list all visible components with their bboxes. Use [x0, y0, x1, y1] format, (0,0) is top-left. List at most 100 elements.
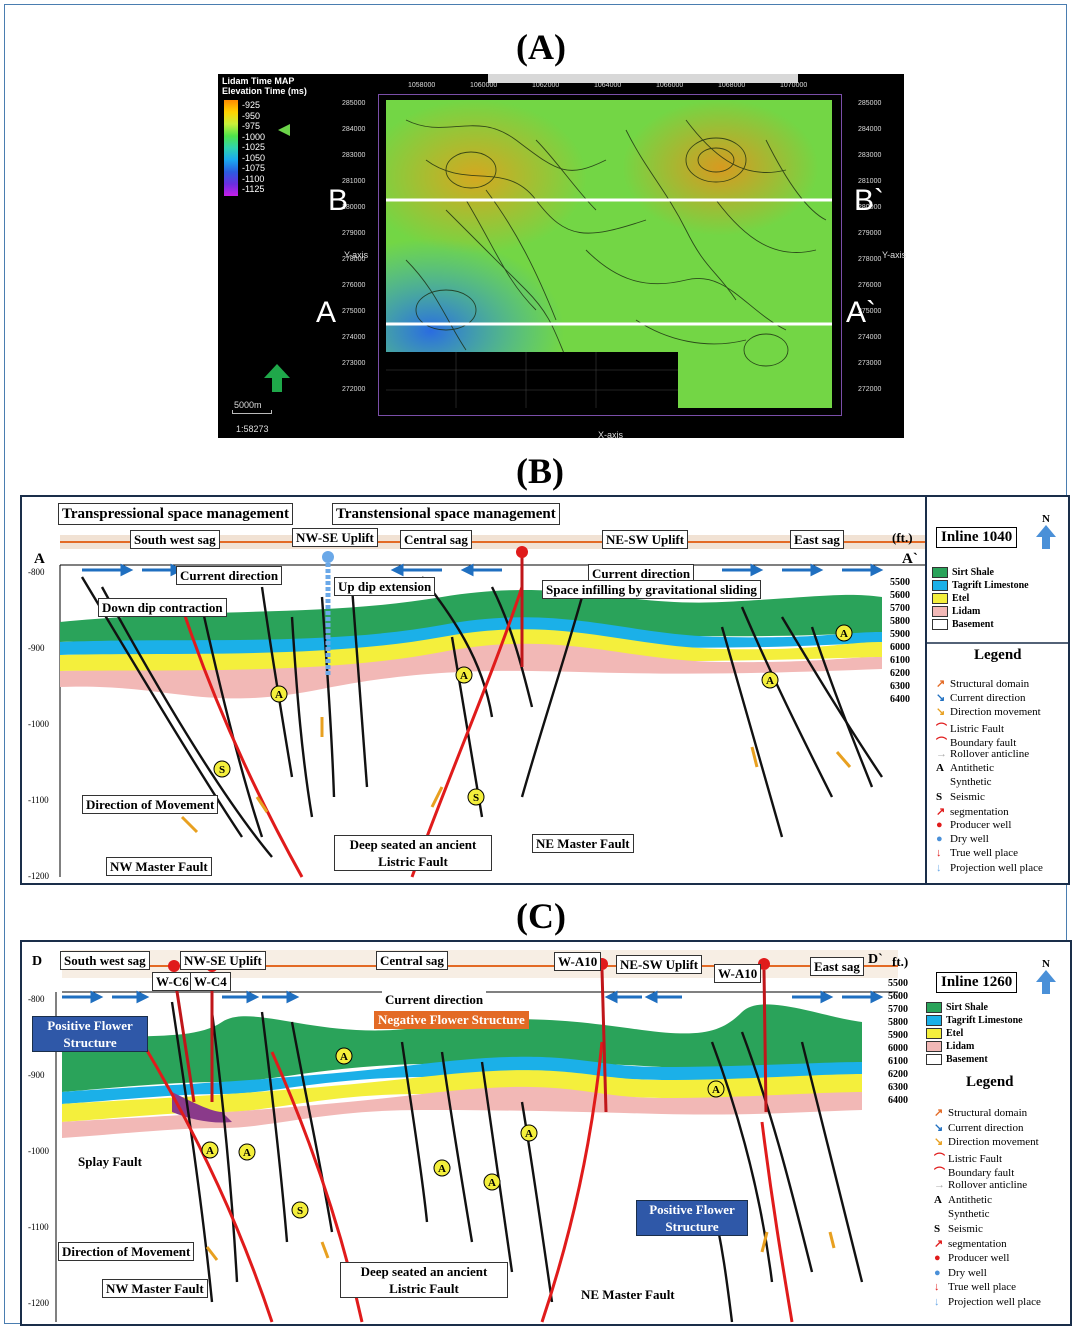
svg-text:A: A [438, 1163, 446, 1175]
layer-swatch [932, 593, 948, 605]
legend-item: ● Dry well [934, 1267, 987, 1279]
inline-label: Inline 1260 [936, 972, 1018, 993]
panel-b-label: (B) [516, 451, 564, 491]
legend-symbol-icon: ↗ [936, 805, 946, 818]
colorbar-label: -1000 [242, 131, 266, 142]
y-axis-label: Y-axis [344, 250, 369, 260]
legend-label: Antithetic [948, 1193, 992, 1206]
colorbar-label: -975 [242, 121, 261, 131]
y-tick-label: 276000 [342, 282, 366, 289]
depth-label: 5900 [888, 1030, 908, 1041]
legend-label: Dry well [950, 833, 989, 846]
map-toolbar[interactable] [488, 74, 798, 83]
legend-label: Direction movement [948, 1136, 1039, 1149]
legend-symbol-icon: ↘ [936, 706, 946, 719]
annot-nw-master-fault: NW Master Fault [106, 857, 212, 876]
section-c-plot: A A A A A A A S [55, 950, 898, 1323]
colorbar-label: -1025 [242, 142, 266, 152]
annot-deep-seated-fault: Deep seated an ancient Listric Fault [334, 835, 492, 871]
domain-nw-se-uplift: NW-SE Uplift [292, 528, 378, 547]
contour-map [386, 100, 832, 408]
annot-direction-of-movement: Direction of Movement [82, 795, 219, 814]
depth-label: 6400 [888, 1095, 908, 1106]
layer-legend-label: Basement [946, 1054, 988, 1065]
x-tick-label: 1070000 [780, 82, 808, 89]
colorbar-label: -950 [242, 110, 261, 121]
y-tick-label: 284000 [342, 126, 366, 133]
well-w-a10-1: W-A10 [554, 952, 602, 971]
legend-item: ↓ Projection well place [934, 1296, 1041, 1308]
depth-label: 6300 [888, 1082, 908, 1093]
layer-legend-item: Sirt Shale [926, 1002, 988, 1014]
legend-item: ↘ Current direction [934, 1121, 1023, 1134]
annot-up-dip-extension: Up dip extension [334, 577, 436, 596]
depth-label: 6200 [888, 1069, 908, 1080]
legend-item: ⌒ Boundary fault [936, 734, 1016, 750]
annot-current-direction-2: Current direction [588, 564, 695, 583]
depth-label: 5800 [888, 1017, 908, 1028]
layer-swatch [932, 619, 948, 631]
legend-symbol-icon: ↘ [936, 692, 946, 705]
domain-east-sag: East sag [790, 530, 844, 549]
map-grid-frame [378, 94, 842, 416]
legend-item: ● Producer well [936, 819, 1011, 831]
y-tick-label-right: 274000 [858, 334, 882, 341]
layer-legend-item: Tagrift Limestone [932, 580, 1029, 592]
annot-nw-master-fault: NW Master Fault [102, 1279, 208, 1298]
legend-item: → Rollover anticline [936, 748, 1029, 760]
domain-central-sag: Central sag [376, 951, 448, 970]
svg-text:A: A [460, 670, 468, 682]
legend-item: ⌒ Listric Fault [934, 1150, 1002, 1166]
colorbar-label: -925 [242, 100, 261, 110]
layer-legend-item: Sirt Shale [932, 567, 994, 579]
domain-east-sag: East sag [810, 957, 864, 976]
layer-legend-label: Tagrift Limestone [952, 580, 1029, 591]
cross-section-c: A A A A A A A S D D` South west sag NW-SE Upl… [20, 940, 1072, 1326]
y-tick-label: 281000 [342, 178, 366, 185]
layer-swatch [926, 1041, 942, 1053]
layer-swatch [926, 1028, 942, 1040]
depth-label: 6000 [890, 642, 910, 653]
y-tick-label: 279000 [342, 230, 366, 237]
legend-symbol-icon: ⌒ [934, 1167, 945, 1180]
legend-label: Synthetic [948, 1208, 990, 1221]
legend-symbol-icon: ↗ [934, 1107, 944, 1119]
legend-label: Seismic [950, 790, 985, 803]
legend-label: Structural domain [950, 678, 1030, 690]
y-tick-label-right: 279000 [858, 230, 882, 237]
annot-positive-flower-right: Positive Flower Structure [636, 1200, 748, 1236]
depth-label: 5700 [890, 603, 910, 614]
legend-symbol-icon: ● [934, 1266, 941, 1279]
y-tick-label-right: 275000 [858, 308, 882, 315]
legend-symbol-icon: S [936, 790, 943, 803]
legend-title: Legend [966, 1074, 1014, 1090]
section-b-start: A [34, 551, 45, 567]
legend-title: Legend [974, 647, 1022, 663]
y-tick-label-right: 276000 [858, 282, 882, 289]
depth-label: 5800 [890, 616, 910, 627]
legend-label: Current direction [948, 1121, 1024, 1134]
section-b-end: A` [902, 551, 918, 567]
y-tick-label-right: 278000 [858, 256, 882, 263]
y-tick-label: -1100 [28, 1222, 49, 1232]
lidam-time-map: Lidam Time MAP Elevation Time (ms) -925-… [218, 74, 906, 440]
legend-label: True well place [948, 1281, 1017, 1294]
legend-symbol-icon: A [934, 1193, 942, 1206]
annot-current-direction-1: Current direction [176, 566, 283, 585]
legend-label: Projection well place [950, 861, 1043, 874]
legend-label: Producer well [950, 819, 1012, 831]
y-tick-label: 285000 [342, 100, 366, 107]
legend-item: ● Producer well [934, 1252, 1009, 1264]
layer-legend-item: Tagrift Limestone [926, 1015, 1023, 1027]
legend-symbol-icon: ⌒ [936, 736, 947, 749]
legend-item: ↗ segmentation [934, 1237, 1007, 1250]
legend-symbol-icon: → [936, 748, 947, 760]
y-tick-label: -800 [28, 994, 45, 1004]
legend-label: Listric Fault [950, 722, 1005, 735]
legend-item: S Seismic [936, 791, 985, 803]
y-tick-label: -900 [28, 1070, 45, 1080]
section-b-plot: A A A A S S [59, 497, 1068, 883]
layer-swatch [926, 1002, 942, 1014]
layer-legend-label: Sirt Shale [952, 567, 994, 578]
svg-text:A: A [243, 1147, 251, 1159]
